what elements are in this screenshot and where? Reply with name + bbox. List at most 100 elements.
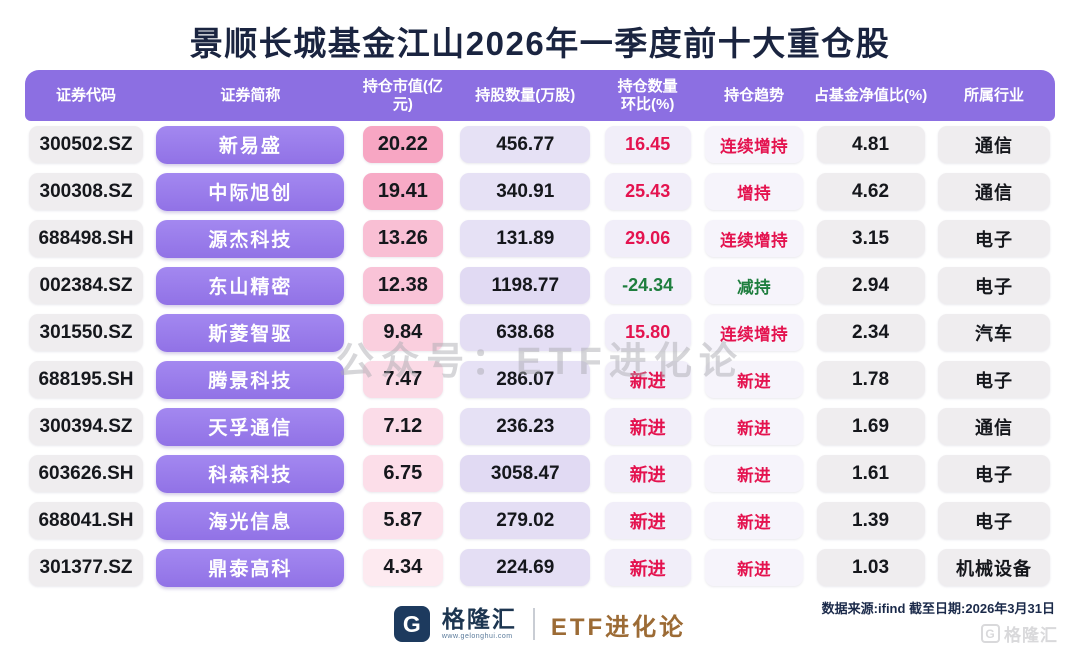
table-row: 688041.SH 海光信息 5.87 279.02 新进 新进 1.39 电子 <box>25 497 1055 544</box>
market-value: 5.87 <box>362 502 443 539</box>
holding-trend: 新进 <box>705 502 804 539</box>
shares-held: 286.07 <box>460 361 591 398</box>
market-value: 9.84 <box>362 314 443 351</box>
market-value: 20.22 <box>362 126 443 163</box>
column-header-7: 所属行业 <box>963 86 1024 104</box>
market-value: 19.41 <box>362 173 443 210</box>
corner-watermark: G 格隆汇 <box>981 621 1058 646</box>
table-row: 300502.SZ 新易盛 20.22 456.77 16.45 连续增持 4.81 通信 <box>25 121 1055 168</box>
qoq-change: 新进 <box>604 361 691 398</box>
column-header-4: 持仓数量 环比(%) <box>617 78 678 113</box>
shares-held: 131.89 <box>460 220 591 257</box>
security-code: 688041.SH <box>29 502 143 539</box>
gelonghui-name: 格隆汇 <box>441 606 517 632</box>
security-code: 688195.SH <box>29 361 143 398</box>
column-header-1: 证券简称 <box>220 86 281 104</box>
shares-held: 638.68 <box>460 314 591 351</box>
market-value: 6.75 <box>362 455 443 492</box>
market-value: 12.38 <box>362 267 443 304</box>
industry: 汽车 <box>937 314 1050 351</box>
page-title: 景顺长城基金江山2026年一季度前十大重仓股 <box>189 25 891 62</box>
qoq-change: 新进 <box>604 455 691 492</box>
qoq-change: 新进 <box>604 502 691 539</box>
qoq-change: 15.80 <box>604 314 691 351</box>
column-header-5: 持仓趋势 <box>724 86 785 104</box>
holding-trend: 新进 <box>705 361 804 398</box>
table-row: 300308.SZ 中际旭创 19.41 340.91 25.43 增持 4.62 通信 <box>25 168 1055 215</box>
industry: 电子 <box>937 267 1050 304</box>
industry: 电子 <box>937 361 1050 398</box>
footer-divider <box>532 608 535 640</box>
holding-trend: 新进 <box>705 455 804 492</box>
gelonghui-url: www.gelonghui.com <box>441 633 513 640</box>
nav-percent: 1.78 <box>816 361 925 398</box>
security-code: 300308.SZ <box>29 173 143 210</box>
column-header-2: 持仓市值(亿元) <box>362 78 443 113</box>
qoq-change: 16.45 <box>604 126 691 163</box>
security-code: 300394.SZ <box>29 408 143 445</box>
table-row: 301377.SZ 鼎泰高科 4.34 224.69 新进 新进 1.03 机械设备 <box>25 544 1055 591</box>
table-header-row: 证券代码 证券简称 持仓市值(亿元) 持股数量(万股) 持仓数量 环比(%) 持仓趋势 占基… <box>25 70 1055 121</box>
qoq-change: 29.06 <box>604 220 691 257</box>
security-code: 002384.SZ <box>29 267 143 304</box>
industry: 电子 <box>937 220 1050 257</box>
security-name: 鼎泰高科 <box>156 548 345 587</box>
nav-percent: 4.62 <box>816 173 925 210</box>
qoq-change: -24.34 <box>604 267 691 304</box>
security-name: 中际旭创 <box>156 172 345 211</box>
holding-trend: 增持 <box>705 173 804 210</box>
holding-trend: 新进 <box>705 549 804 586</box>
security-name: 海光信息 <box>156 501 345 540</box>
shares-held: 236.23 <box>460 408 591 445</box>
gelonghui-logo-text: 格隆汇 www.gelonghui.com <box>441 606 517 641</box>
nav-percent: 2.94 <box>816 267 925 304</box>
qoq-change: 新进 <box>604 408 691 445</box>
qoq-change: 25.43 <box>604 173 691 210</box>
market-value: 7.12 <box>362 408 443 445</box>
table-row: 603626.SH 科森科技 6.75 3058.47 新进 新进 1.61 电子 <box>25 450 1055 497</box>
table-row: 002384.SZ 东山精密 12.38 1198.77 -24.34 减持 2.94 电子 <box>25 262 1055 309</box>
column-header-6: 占基金净值比(%) <box>813 86 928 104</box>
security-code: 301377.SZ <box>29 549 143 586</box>
market-value: 4.34 <box>362 549 443 586</box>
footer-brand-bar: G 格隆汇 www.gelonghui.com ETF进化论 <box>0 606 1080 642</box>
table-row: 688195.SH 腾景科技 7.47 286.07 新进 新进 1.78 电子 <box>25 356 1055 403</box>
industry: 电子 <box>937 502 1050 539</box>
security-code: 603626.SH <box>29 455 143 492</box>
holding-trend: 连续增持 <box>705 220 804 257</box>
shares-held: 279.02 <box>460 502 591 539</box>
shares-held: 224.69 <box>460 549 591 586</box>
holding-trend: 减持 <box>705 267 804 304</box>
gelonghui-logo-icon: G <box>393 606 430 642</box>
holding-trend: 新进 <box>705 408 804 445</box>
shares-held: 1198.77 <box>460 267 591 304</box>
security-name: 天孚通信 <box>156 407 345 446</box>
etf-brand-text: ETF进化论 <box>550 613 687 641</box>
nav-percent: 2.34 <box>816 314 925 351</box>
table-body: 300502.SZ 新易盛 20.22 456.77 16.45 连续增持 4.81 通信 30… <box>25 121 1055 591</box>
industry: 电子 <box>937 455 1050 492</box>
market-value: 7.47 <box>362 361 443 398</box>
industry: 通信 <box>937 126 1050 163</box>
nav-percent: 1.61 <box>816 455 925 492</box>
security-name: 源杰科技 <box>156 219 345 258</box>
security-name: 腾景科技 <box>156 360 345 399</box>
shares-held: 456.77 <box>460 126 591 163</box>
holding-trend: 连续增持 <box>705 126 804 163</box>
nav-percent: 3.15 <box>816 220 925 257</box>
table-row: 688498.SH 源杰科技 13.26 131.89 29.06 连续增持 3.15 电子 <box>25 215 1055 262</box>
security-code: 301550.SZ <box>29 314 143 351</box>
data-source-note: 数据来源:ifind 截至日期:2026年3月31日 <box>821 601 1055 616</box>
security-code: 688498.SH <box>29 220 143 257</box>
security-code: 300502.SZ <box>29 126 143 163</box>
qoq-change: 新进 <box>604 549 691 586</box>
shares-held: 3058.47 <box>460 455 591 492</box>
industry: 通信 <box>937 173 1050 210</box>
security-name: 东山精密 <box>156 266 345 305</box>
market-value: 13.26 <box>362 220 443 257</box>
industry: 通信 <box>937 408 1050 445</box>
corner-watermark-name: 格隆汇 <box>1004 626 1058 645</box>
shares-held: 340.91 <box>460 173 591 210</box>
nav-percent: 4.81 <box>816 126 925 163</box>
